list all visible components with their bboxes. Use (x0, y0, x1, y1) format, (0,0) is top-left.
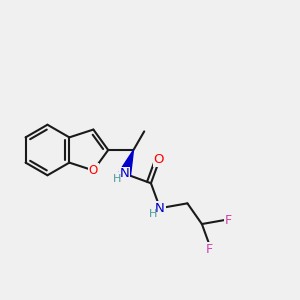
Polygon shape (119, 150, 134, 176)
Text: N: N (155, 202, 165, 215)
Text: O: O (89, 164, 98, 177)
Text: N: N (120, 167, 130, 180)
Text: H: H (113, 174, 122, 184)
Text: F: F (206, 243, 213, 256)
Text: F: F (224, 214, 231, 226)
Text: H: H (148, 208, 157, 218)
Text: O: O (154, 153, 164, 166)
